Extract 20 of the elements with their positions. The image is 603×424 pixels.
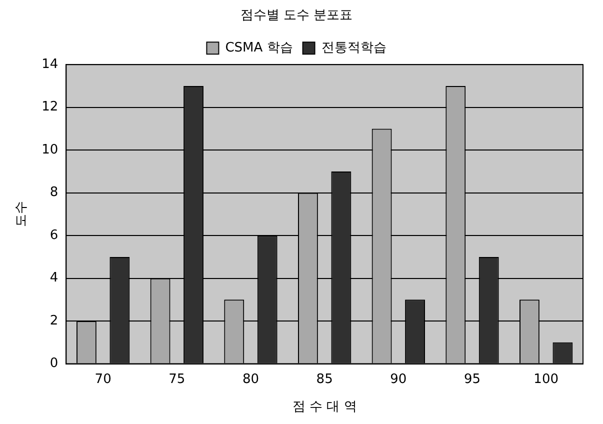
- x-axis-title: 점 수 대 역: [292, 400, 357, 415]
- y-tick-label: 4: [50, 270, 58, 286]
- y-tick-label: 14: [42, 56, 58, 72]
- x-tick-label: 90: [390, 372, 407, 387]
- y-tick-label: 8: [50, 185, 58, 200]
- y-axis-title: 도수: [14, 201, 30, 228]
- legend-label: CSMA 학습: [225, 40, 293, 56]
- y-tick-label: 6: [50, 228, 58, 243]
- chart-title: 점수별 도수 분포표: [240, 8, 353, 24]
- y-tick-label: 2: [50, 313, 58, 328]
- x-tick-label: 75: [168, 372, 186, 387]
- x-tick-label: 80: [242, 372, 260, 387]
- x-tick-label: 100: [534, 372, 558, 387]
- y-tick-label: 12: [42, 100, 58, 115]
- x-tick-label: 85: [316, 372, 333, 387]
- y-tick-label: 10: [42, 142, 58, 158]
- x-tick-label: 95: [464, 372, 481, 387]
- y-tick-label: 0: [50, 356, 58, 372]
- legend-label: 전통적학습: [321, 40, 386, 56]
- x-tick-label: 70: [94, 372, 112, 387]
